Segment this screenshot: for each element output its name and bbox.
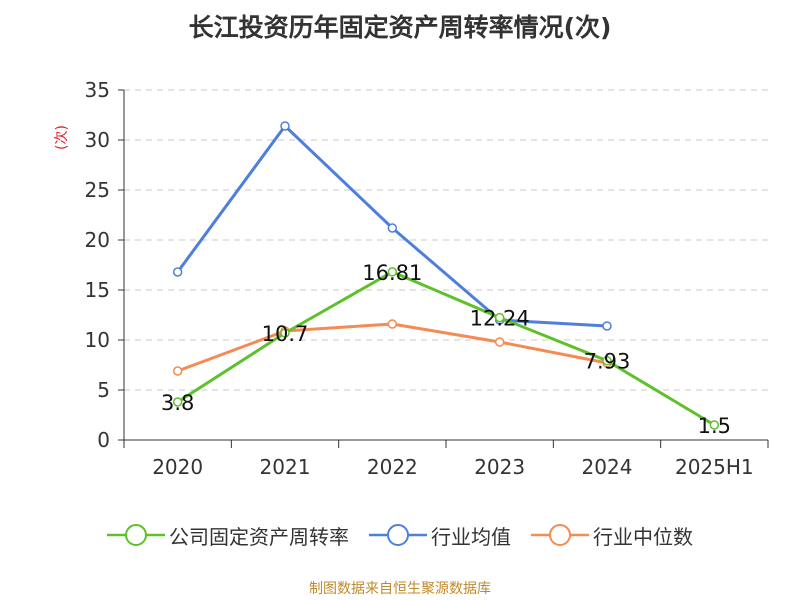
- y-tick-label: 35: [85, 78, 110, 102]
- data-point: [494, 337, 505, 347]
- data-label: 7.93: [584, 350, 631, 374]
- y-tick-label: 0: [97, 428, 110, 452]
- source-note: 制图数据来自恒生聚源数据库: [309, 581, 491, 597]
- legend-item[interactable]: 行业中位数: [531, 520, 693, 550]
- y-tick-label: 30: [85, 128, 110, 152]
- series-line: [176, 270, 716, 427]
- data-point: [494, 312, 505, 323]
- axes: 0 5 10 15 20 25 30 35 2020 2021 2022 2023 2024 2025H1: [85, 78, 769, 479]
- data-point: [709, 420, 720, 430]
- data-label: 1.5: [698, 414, 731, 438]
- legend-item[interactable]: 公司固定资产周转率: [107, 520, 349, 550]
- x-tick-label: 2024: [582, 455, 633, 479]
- data-point: [387, 267, 398, 277]
- legend-swatch-icon: [107, 524, 165, 546]
- legend-marker: [387, 524, 409, 546]
- data-label: 3.8: [161, 391, 194, 415]
- data-point: [172, 397, 183, 407]
- x-tick-label: 2023: [474, 455, 525, 479]
- x-tick-label: 2020: [152, 455, 203, 479]
- data-label: 10.7: [262, 322, 309, 346]
- legend-label: 行业均值: [431, 524, 511, 549]
- data-labels: 3.8 10.7 16.81 12.24 7.93 1.5: [161, 261, 731, 438]
- x-tick-label: 2021: [260, 455, 311, 479]
- y-tick-label: 10: [85, 328, 110, 352]
- data-point: [280, 121, 290, 131]
- grid-lines: [124, 89, 768, 391]
- data-label: 12.24: [470, 307, 530, 331]
- y-tick-label: 15: [85, 278, 110, 302]
- legend-label: 行业中位数: [593, 524, 693, 549]
- y-tick-label: 5: [97, 378, 110, 402]
- y-tick-label: 20: [85, 228, 110, 252]
- x-tick-label: 2025H1: [675, 455, 754, 479]
- y-tick-label: 25: [85, 178, 110, 202]
- data-point: [387, 223, 398, 233]
- legend-item[interactable]: 行业均值: [369, 520, 511, 550]
- series-lines: [172, 121, 720, 430]
- data-point: [172, 267, 183, 277]
- chart-title: 长江投资历年固定资产周转率情况(次): [188, 13, 612, 42]
- data-point: [280, 328, 290, 338]
- series-line: [177, 322, 608, 373]
- data-point: [602, 321, 612, 331]
- legend-swatch-icon: [369, 524, 427, 546]
- data-point: [602, 355, 612, 366]
- data-label: 16.81: [362, 261, 422, 285]
- legend-marker: [549, 524, 571, 546]
- legend-label: 公司固定资产周转率: [169, 524, 349, 549]
- legend-marker: [125, 524, 147, 546]
- legend-swatch-icon: [531, 524, 589, 546]
- data-point: [387, 319, 398, 329]
- x-tick-label: 2022: [367, 455, 418, 479]
- data-point: [172, 366, 183, 376]
- legend: 公司固定资产周转率 行业均值 行业中位数: [0, 520, 800, 550]
